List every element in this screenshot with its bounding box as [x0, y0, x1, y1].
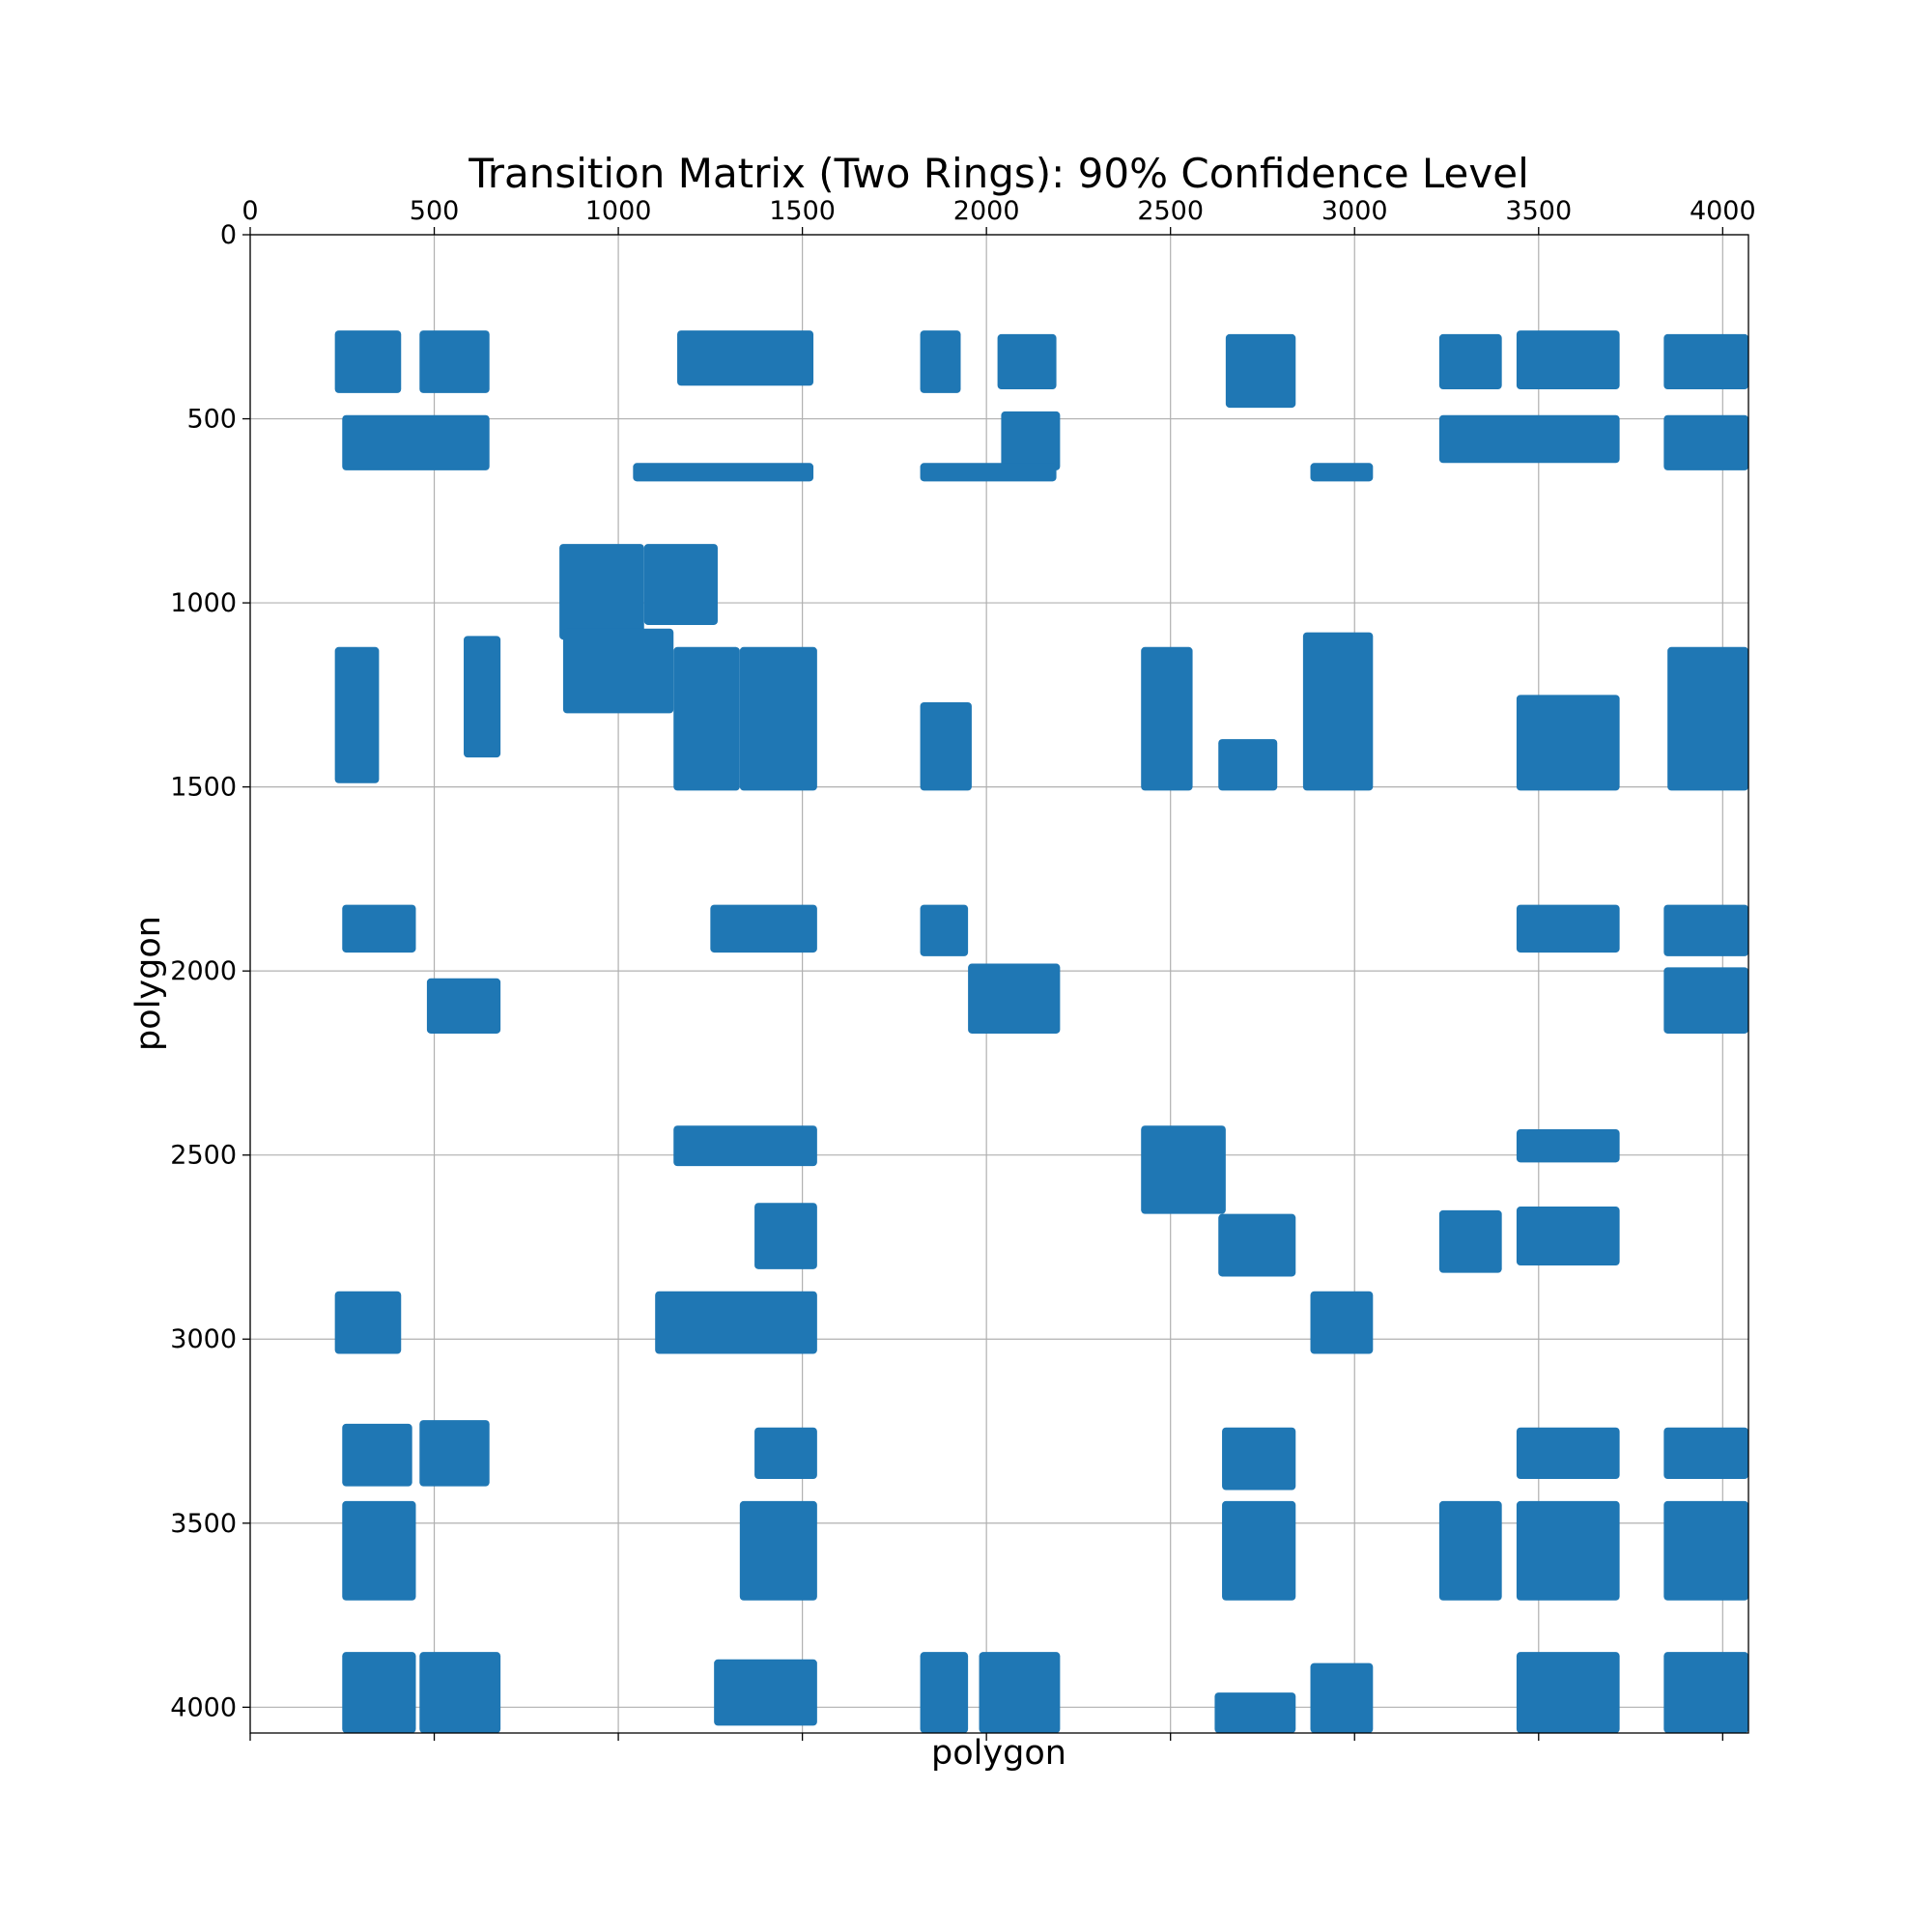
matrix-block: [1001, 411, 1061, 470]
axis-ticks: 0 500 1000 1500 2000 2500 3000 3500 4000 0 500 1000…: [170, 196, 1756, 1741]
chart-title: Transition Matrix (Two Rings): 90% Confi…: [468, 150, 1529, 197]
y-tick-label: 3000: [170, 1324, 237, 1354]
matrix-block: [1214, 1692, 1296, 1733]
matrix-block: [920, 330, 961, 393]
matrix-block: [419, 330, 490, 393]
y-tick-label: 1500: [170, 773, 237, 803]
matrix-block: [1222, 1427, 1296, 1491]
matrix-block: [1310, 1662, 1374, 1733]
matrix-block: [426, 978, 501, 1034]
matrix-block: [1310, 463, 1374, 482]
matrix-cells: [334, 330, 1748, 1733]
matrix-block: [1141, 1125, 1226, 1214]
matrix-block: [1438, 1500, 1502, 1601]
matrix-block: [920, 904, 969, 956]
matrix-block: [1516, 904, 1620, 953]
matrix-block: [342, 904, 416, 953]
matrix-block: [419, 1652, 501, 1733]
matrix-block: [1663, 1652, 1748, 1733]
y-tick-label: 500: [186, 405, 237, 435]
matrix-block: [334, 646, 380, 783]
matrix-block: [739, 1500, 817, 1601]
x-tick-label: 0: [242, 196, 258, 226]
matrix-block: [1516, 330, 1620, 390]
matrix-block: [714, 1659, 817, 1726]
matrix-block: [1516, 1427, 1620, 1480]
x-tick-label: 3500: [1505, 196, 1572, 226]
matrix-block: [1302, 632, 1374, 791]
matrix-block: [710, 904, 817, 953]
matrix-block: [342, 1423, 412, 1487]
x-tick-label: 2500: [1137, 196, 1204, 226]
matrix-block: [1663, 333, 1748, 390]
matrix-block: [979, 1652, 1061, 1733]
matrix-block: [655, 1291, 817, 1354]
matrix-block: [997, 333, 1057, 390]
matrix-block: [677, 330, 814, 386]
matrix-block: [334, 1291, 402, 1354]
y-tick-label: 2500: [170, 1141, 237, 1171]
x-tick-label: 1500: [769, 196, 836, 226]
matrix-block: [1516, 1652, 1620, 1733]
y-tick-label: 1000: [170, 588, 237, 618]
matrix-block: [419, 1420, 490, 1487]
y-axis-label: polygon: [129, 916, 168, 1051]
matrix-block: [920, 463, 1057, 482]
matrix-block: [1438, 1209, 1502, 1273]
y-tick-label: 2000: [170, 956, 237, 986]
matrix-block: [1218, 1213, 1296, 1277]
matrix-block: [559, 544, 644, 640]
matrix-block: [464, 636, 501, 758]
matrix-block: [1438, 333, 1502, 390]
y-tick-label: 0: [220, 220, 237, 250]
matrix-block: [739, 646, 817, 791]
x-tick-label: 1000: [585, 196, 652, 226]
matrix-block: [1310, 1291, 1374, 1354]
matrix-block: [562, 628, 674, 714]
y-tick-label: 4000: [170, 1692, 237, 1722]
matrix-block: [334, 330, 402, 393]
matrix-block: [1516, 1500, 1620, 1601]
matrix-block: [920, 1652, 969, 1733]
matrix-block: [342, 414, 490, 470]
matrix-block: [754, 1427, 817, 1480]
matrix-block: [1663, 904, 1748, 956]
matrix-block: [1218, 739, 1278, 791]
matrix-block: [673, 646, 740, 791]
matrix-block: [1438, 414, 1620, 464]
matrix-block: [673, 1125, 817, 1167]
matrix-block: [1141, 646, 1193, 791]
x-tick-label: 4000: [1690, 196, 1756, 226]
matrix-block: [633, 463, 814, 482]
y-tick-label: 3500: [170, 1509, 237, 1539]
matrix-block: [1516, 1207, 1620, 1266]
matrix-block: [1222, 1500, 1296, 1601]
matrix-block: [1663, 1427, 1748, 1480]
matrix-block: [1663, 414, 1748, 470]
x-tick-label: 500: [410, 196, 460, 226]
matrix-block: [968, 963, 1061, 1034]
matrix-block: [342, 1652, 416, 1733]
plot-frame: [249, 234, 1749, 1734]
matrix-block: [920, 701, 972, 791]
matrix-block: [1663, 967, 1748, 1034]
x-axis-label: polygon: [931, 1734, 1066, 1773]
x-tick-label: 2000: [953, 196, 1020, 226]
matrix-block: [1516, 1129, 1620, 1163]
x-tick-label: 3000: [1321, 196, 1388, 226]
matrix-block: [643, 544, 718, 625]
matrix-block: [1663, 1500, 1748, 1601]
matrix-block: [342, 1500, 416, 1601]
matrix-block: [1667, 646, 1748, 791]
matrix-block: [754, 1203, 817, 1269]
matrix-block: [1225, 333, 1296, 409]
matrix-block: [1516, 695, 1620, 791]
